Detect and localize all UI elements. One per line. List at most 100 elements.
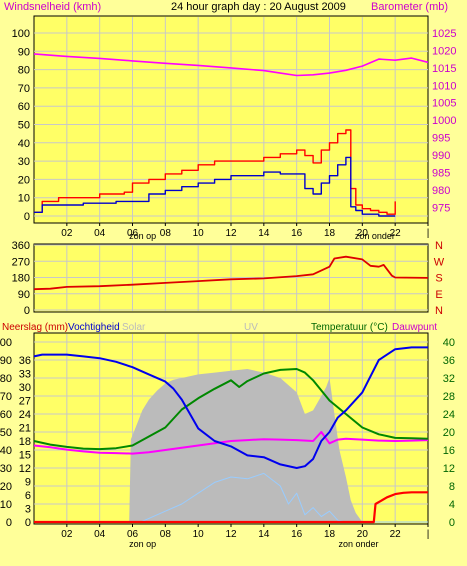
- wind-speed-tick: 60: [18, 101, 30, 113]
- barometer-tick: 990: [432, 150, 450, 162]
- humidity-axis: 0 10 20 30 40 50 60 70 80 90 100: [0, 337, 12, 529]
- wind-speed-tick: 30: [18, 156, 30, 168]
- barometer-tick: 975: [432, 202, 450, 214]
- wind-direction-line: [33, 255, 429, 291]
- barometer-tick: 1025: [432, 28, 456, 40]
- barometer-tick: 1015: [432, 63, 456, 75]
- x-tick-label: 06: [127, 529, 139, 540]
- wind-speed-tick: 80: [18, 65, 30, 77]
- barometer-axis: 975 980 985 990 995 1000 1005 1010 1015 1020 1025: [432, 28, 456, 214]
- temperature-tick: 32: [443, 373, 455, 385]
- wind-speed-tick: 50: [18, 120, 30, 132]
- rain-tick: 30: [19, 382, 31, 394]
- x-tick-label: |: [427, 529, 430, 540]
- wind-axis-title: Windsnelheid (kmh): [4, 1, 101, 13]
- uv-label: UV: [244, 322, 258, 333]
- x-tick-label: 14: [258, 529, 270, 540]
- x-tick-label: 14: [258, 228, 270, 239]
- uv-line: [34, 472, 428, 523]
- barometer-axis-title: Barometer (mb): [371, 1, 448, 13]
- humidity-tick: 0: [6, 517, 12, 529]
- x-tick-label: |: [427, 228, 430, 239]
- sunrise-label-bottom: zon op: [129, 539, 156, 549]
- rain-tick: 36: [19, 355, 31, 367]
- rain-tick: 15: [19, 450, 31, 462]
- rain-tick: 6: [25, 490, 31, 502]
- barometer-tick: 1020: [432, 45, 456, 57]
- temperature-tick: 12: [443, 463, 455, 475]
- x-tick-label: 08: [160, 529, 172, 540]
- humidity-tick: 80: [0, 373, 12, 385]
- temperature-tick: 40: [443, 337, 455, 349]
- x-tick-label: 10: [193, 529, 205, 540]
- wind-panel-series: [33, 53, 429, 217]
- dewpoint-line: [33, 431, 429, 455]
- chart-title: 24 hour graph day : 20 August 2009: [171, 1, 346, 13]
- barometer-line: [33, 53, 429, 77]
- x-tick-label: 02: [61, 228, 73, 239]
- x-tick-label: 10: [193, 228, 205, 239]
- x-tick-label: 06: [127, 228, 139, 239]
- x-tick-label: 04: [94, 228, 106, 239]
- humidity-tick: 50: [0, 427, 12, 439]
- x-tick-label: 16: [291, 529, 303, 540]
- humidity-tick: 30: [0, 463, 12, 475]
- x-tick-label: 18: [324, 228, 336, 239]
- rain-tick: 21: [19, 423, 31, 435]
- wind-speed-tick: 100: [12, 28, 30, 40]
- compass-label: W: [434, 256, 445, 268]
- temperature-line: [33, 368, 429, 451]
- x-tick-label: 04: [94, 529, 106, 540]
- direction-tick: 0: [24, 305, 30, 317]
- x-tick-label: 02: [61, 529, 73, 540]
- compass-label: E: [435, 289, 442, 301]
- sunset-label-bottom: zon onder: [338, 539, 378, 549]
- direction-panel-grid: [34, 244, 428, 311]
- rain-tick: 24: [19, 409, 31, 421]
- rain-tick: 33: [19, 369, 31, 381]
- humidity-tick: 70: [0, 391, 12, 403]
- wind-speed-tick: 10: [18, 193, 30, 205]
- humidity-tick: 100: [0, 337, 12, 349]
- x-tick-label: 22: [390, 529, 402, 540]
- temperature-axis: 0 4 8 12 16 20 24 28 32 36 40: [443, 337, 455, 529]
- barometer-tick: 1005: [432, 98, 456, 110]
- compass-label: N: [435, 305, 443, 317]
- rain-tick: 0: [25, 517, 31, 529]
- temperature-tick: 4: [449, 499, 455, 511]
- compass-label: S: [435, 273, 442, 285]
- humidity-label: Vochtigheid: [68, 322, 120, 333]
- temperature-tick: 20: [443, 427, 455, 439]
- direction-tick: 90: [18, 289, 30, 301]
- barometer-tick: 1000: [432, 115, 456, 127]
- wind-average-line: [34, 156, 396, 217]
- humidity-tick: 40: [0, 445, 12, 457]
- wind-speed-axis: 0 10 20 30 40 50 60 70 80 90 100: [12, 28, 30, 223]
- wind-panel-x-axis: 02 04 06 08 10 12 14 16 18 20 22 |: [61, 223, 429, 239]
- wind-speed-tick: 0: [24, 211, 30, 223]
- direction-tick: 270: [12, 256, 30, 268]
- temperature-tick: 36: [443, 355, 455, 367]
- climate-panel-series: [33, 346, 429, 524]
- rain-line: [34, 491, 428, 524]
- x-tick-label: 22: [390, 228, 402, 239]
- x-tick-label: 18: [324, 529, 336, 540]
- humidity-tick: 90: [0, 355, 12, 367]
- rain-tick: 3: [25, 504, 31, 516]
- solar-label: Solar: [122, 322, 146, 333]
- sunrise-label: zon op: [129, 231, 156, 241]
- compass-label: N: [435, 240, 443, 252]
- wind-speed-tick: 70: [18, 83, 30, 95]
- humidity-tick: 60: [0, 409, 12, 421]
- x-tick-label: 12: [225, 529, 237, 540]
- rain-tick: 9: [25, 477, 31, 489]
- rain-tick: 12: [19, 463, 31, 475]
- temperature-tick: 16: [443, 445, 455, 457]
- direction-tick: 180: [12, 273, 30, 285]
- direction-axis: 0 90 180 270 360: [12, 240, 30, 317]
- temperature-tick: 24: [443, 409, 455, 421]
- x-tick-label: 20: [357, 529, 369, 540]
- x-tick-label: 16: [291, 228, 303, 239]
